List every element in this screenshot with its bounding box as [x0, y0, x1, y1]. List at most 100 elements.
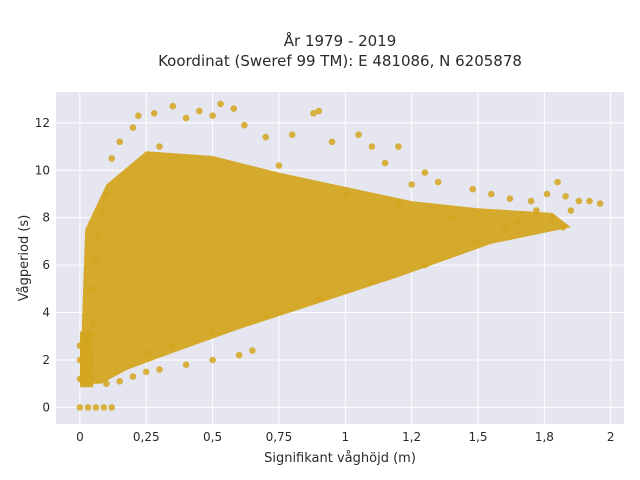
data-point	[209, 112, 216, 119]
data-point	[95, 233, 102, 240]
data-point	[315, 107, 323, 115]
y-axis-label: Vågperiod (s)	[17, 215, 32, 302]
data-point	[562, 193, 569, 200]
data-point	[310, 110, 317, 117]
data-point	[262, 311, 270, 319]
data-point	[315, 295, 323, 302]
data-point	[103, 380, 110, 388]
data-point	[116, 356, 123, 364]
data-point	[116, 138, 123, 146]
data-point	[527, 197, 535, 205]
data-point	[586, 197, 593, 205]
data-point	[97, 209, 105, 217]
data-point	[142, 368, 150, 376]
x-tick-label: 0,25	[133, 430, 160, 444]
data-point	[421, 261, 429, 269]
data-point	[103, 190, 110, 198]
data-point	[76, 342, 84, 350]
low-wave-strip	[79, 331, 94, 388]
data-point	[408, 181, 416, 188]
data-point	[567, 207, 575, 214]
data-point	[448, 214, 455, 221]
data-point	[235, 351, 243, 359]
data-point	[135, 112, 142, 119]
data-point	[559, 223, 567, 231]
data-point	[262, 133, 270, 141]
data-point	[596, 200, 604, 207]
data-point	[92, 257, 100, 264]
data-point	[230, 105, 238, 112]
x-tick-label: 0	[76, 430, 84, 444]
data-point	[156, 366, 163, 373]
data-point	[506, 195, 514, 202]
data-point	[116, 378, 123, 385]
x-axis-label: Signifikant våghöjd (m)	[264, 451, 416, 466]
data-point	[100, 404, 108, 411]
data-point	[76, 356, 84, 364]
point-cloud	[79, 151, 571, 388]
y-tick-label: 6	[42, 258, 50, 272]
data-point	[368, 143, 376, 150]
data-point	[182, 361, 190, 369]
data-point	[156, 143, 163, 150]
y-tick-label: 8	[42, 211, 50, 225]
x-tick-label: 1	[341, 430, 349, 444]
data-point	[108, 155, 115, 162]
data-point	[108, 404, 115, 411]
data-point	[488, 190, 495, 198]
data-point	[549, 214, 556, 221]
data-point	[288, 131, 296, 138]
data-point	[129, 373, 137, 380]
data-point	[328, 138, 336, 146]
y-tick-label: 10	[35, 163, 50, 177]
data-point	[474, 238, 482, 245]
data-point	[81, 333, 89, 340]
data-point	[169, 102, 177, 110]
x-tick-label: 2	[607, 430, 615, 444]
data-point	[421, 169, 429, 176]
data-point	[381, 159, 389, 167]
data-point	[514, 219, 522, 226]
data-point	[501, 226, 508, 233]
data-point	[554, 178, 561, 186]
data-points	[76, 100, 604, 411]
data-point	[196, 107, 203, 115]
data-point	[209, 328, 216, 335]
data-point	[89, 285, 97, 293]
x-tick-label: 0,75	[266, 430, 293, 444]
data-point	[241, 121, 248, 129]
data-point	[92, 404, 100, 411]
data-point	[124, 181, 131, 188]
data-point	[129, 124, 137, 131]
data-point	[89, 321, 97, 328]
data-point	[575, 197, 583, 205]
data-point	[209, 356, 216, 364]
data-point	[182, 114, 190, 122]
data-point	[150, 110, 158, 117]
chart-title-line2: Koordinat (Sweref 99 TM): E 481086, N 62…	[158, 52, 522, 70]
data-point	[368, 278, 376, 286]
data-point	[84, 378, 92, 385]
data-point	[469, 185, 477, 193]
data-point	[76, 375, 84, 383]
data-point	[249, 347, 256, 354]
point-cloud-fill	[79, 151, 571, 384]
x-tick-label: 1,5	[468, 430, 487, 444]
y-tick-label: 12	[35, 116, 50, 130]
data-point	[543, 190, 551, 198]
y-tick-label: 0	[42, 400, 50, 414]
x-tick-label: 1,8	[535, 430, 554, 444]
x-tick-label: 0,5	[203, 430, 222, 444]
x-axis-ticks: 0 0,25 0,5 0,75 1 1,2 1,5 1,8 2	[76, 430, 614, 444]
data-point	[275, 162, 283, 169]
chart-title-line1: År 1979 - 2019	[284, 31, 397, 50]
data-point	[142, 349, 150, 357]
data-point	[533, 207, 540, 214]
y-axis-ticks: 0 2 4 6 8 10 12	[35, 116, 50, 415]
data-point	[395, 200, 402, 207]
x-tick-label: 1,2	[402, 430, 421, 444]
data-point	[217, 100, 224, 108]
data-point	[434, 178, 442, 186]
data-point	[169, 342, 177, 350]
